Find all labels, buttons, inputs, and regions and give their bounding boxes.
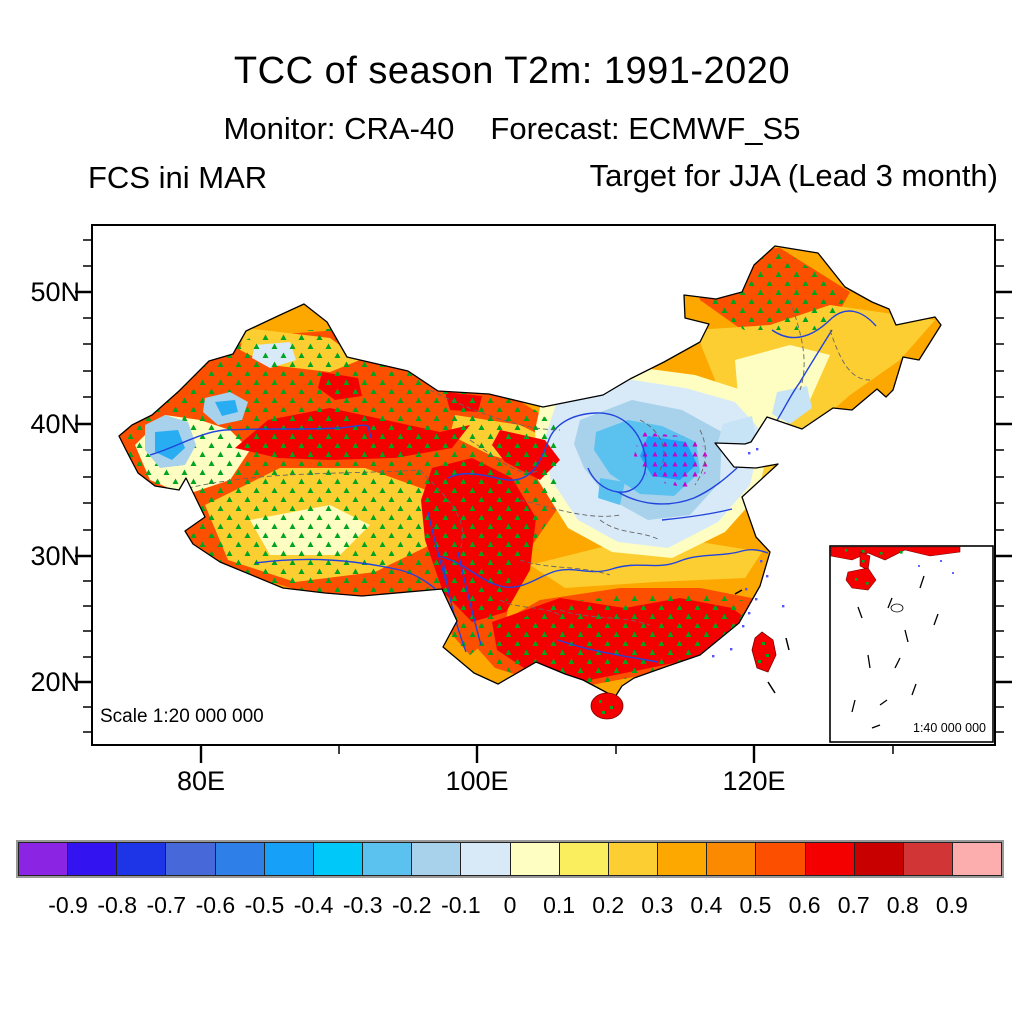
fcs-init-label: FCS ini MAR [88, 160, 268, 195]
target-label: Target for JJA (Lead 3 month) [589, 158, 998, 193]
ytick-40n: 40N [30, 409, 80, 439]
xtick-80e: 80E [176, 766, 226, 796]
colorbar-cell-15 [756, 843, 806, 875]
map-scale-label: Scale 1:20 000 000 [100, 706, 264, 727]
axis-major-ticks [75, 290, 1012, 763]
colorbar-cell-10 [510, 843, 560, 875]
colorbar-tick-0.6: 0.6 [788, 892, 821, 918]
colorbar-cell-13 [658, 843, 708, 875]
tcc-map-plot [75, 224, 1012, 763]
colorbar-tick--0.4: -0.4 [293, 892, 334, 918]
hainan-island [590, 692, 624, 720]
colorbar-tick-0.3: 0.3 [641, 892, 674, 918]
colorbar-cell-2 [117, 843, 167, 875]
south-china-sea-inset [829, 545, 994, 743]
colorbar-tick--0.7: -0.7 [146, 892, 187, 918]
xtick-120e: 120E [722, 766, 786, 796]
colorbar-cell-1 [68, 843, 118, 875]
colorbar-tick--0.8: -0.8 [97, 892, 137, 918]
colorbar-tick-0: 0 [503, 892, 517, 918]
colorbar-cell-19 [952, 843, 1002, 875]
forecast-label: Forecast: ECMWF_S5 [490, 111, 801, 146]
ytick-50n: 50N [30, 277, 80, 307]
colorbar-cell-0 [19, 843, 69, 875]
colorbar-cell-14 [707, 843, 757, 875]
taiwan-island [751, 631, 777, 673]
colorbar-cell-18 [903, 843, 953, 875]
colorbar-tick--0.1: -0.1 [441, 892, 481, 918]
coastal-specks [712, 448, 785, 658]
colorbar-cell-16 [805, 843, 855, 875]
axis-minor-ticks [83, 239, 1004, 754]
colorbar-cell-9 [461, 843, 511, 875]
colorbar-cell-6 [313, 843, 364, 875]
colorbar-tick-0.4: 0.4 [690, 892, 723, 918]
subtitle-row: Monitor: CRA-40 Forecast: ECMWF_S5 [0, 111, 1024, 147]
xtick-100e: 100E [445, 766, 509, 796]
rivers [149, 310, 877, 663]
china-outline [118, 245, 942, 698]
page-title: TCC of season T2m: 1991-2020 [233, 50, 791, 92]
colorbar-tick-0.1: 0.1 [543, 892, 576, 918]
ytick-20n: 20N [30, 667, 80, 697]
monitor-label: Monitor: CRA-40 [223, 111, 455, 146]
colorbar-cell-3 [166, 843, 216, 875]
colorbar-tick--0.2: -0.2 [391, 892, 432, 918]
magenta-stipple [634, 432, 712, 488]
colorbar-cell-5 [264, 843, 314, 875]
colorbar [16, 840, 1004, 878]
colorbar-tick--0.5: -0.5 [244, 892, 285, 918]
colorbar-cell-8 [412, 843, 462, 875]
colorbar-cell-11 [559, 843, 609, 875]
colorbar-tick-0.9: 0.9 [935, 892, 968, 918]
colorbar-cell-7 [363, 843, 413, 875]
colorbar-tick-0.5: 0.5 [739, 892, 772, 918]
negative-tcc-spots [145, 392, 248, 468]
colorbar-tick--0.3: -0.3 [342, 892, 383, 918]
inset-scale-label: 1:40 000 000 [913, 721, 986, 735]
colorbar-cell-12 [608, 843, 659, 875]
offshore-marks [734, 589, 790, 694]
colorbar-cells [18, 842, 1002, 876]
ytick-30n: 30N [30, 541, 80, 571]
colorbar-tick-0.2: 0.2 [592, 892, 625, 918]
colorbar-tick--0.6: -0.6 [195, 892, 236, 918]
province-borders [179, 299, 871, 626]
colorbar-tick-0.7: 0.7 [837, 892, 870, 918]
colorbar-tick--0.9: -0.9 [48, 892, 88, 918]
colorbar-cell-17 [854, 843, 904, 875]
colorbar-cell-4 [215, 843, 265, 875]
colorbar-tick-0.8: 0.8 [886, 892, 919, 918]
